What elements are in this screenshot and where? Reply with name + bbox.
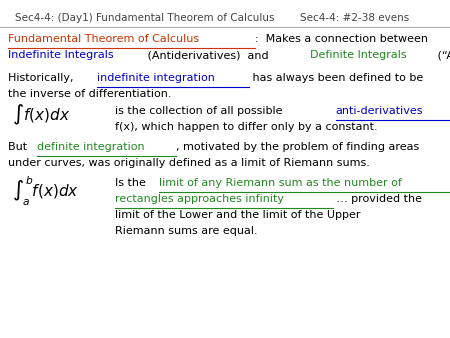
Text: is the collection of all possible: is the collection of all possible bbox=[115, 106, 286, 116]
Text: … provided the: … provided the bbox=[333, 194, 422, 204]
Text: :  Makes a connection between: : Makes a connection between bbox=[255, 34, 428, 44]
Text: But: But bbox=[8, 142, 31, 152]
Text: Is the: Is the bbox=[115, 178, 149, 188]
Text: anti-derivatives: anti-derivatives bbox=[336, 106, 423, 116]
Text: indefinite integration: indefinite integration bbox=[97, 73, 215, 83]
Text: of: of bbox=[449, 106, 450, 116]
Text: $\int_a^b f(x)dx$: $\int_a^b f(x)dx$ bbox=[12, 175, 79, 209]
Text: limit of any Riemann sum as the number of: limit of any Riemann sum as the number o… bbox=[159, 178, 402, 188]
Text: , motivated by the problem of finding areas: , motivated by the problem of finding ar… bbox=[176, 142, 419, 152]
Text: Fundamental Theorem of Calculus: Fundamental Theorem of Calculus bbox=[8, 34, 199, 44]
Text: Sec4-4: #2-38 evens: Sec4-4: #2-38 evens bbox=[300, 13, 409, 23]
Text: Definite Integrals: Definite Integrals bbox=[310, 50, 406, 60]
Text: (“Area”): (“Area”) bbox=[434, 50, 450, 60]
Text: under curves, was originally defined as a limit of Riemann sums.: under curves, was originally defined as … bbox=[8, 158, 370, 168]
Text: f(x), which happen to differ only by a constant.: f(x), which happen to differ only by a c… bbox=[115, 122, 378, 132]
Text: $\int f(x)dx$: $\int f(x)dx$ bbox=[12, 103, 70, 127]
Text: Sec4-4: (Day1) Fundamental Theorem of Calculus: Sec4-4: (Day1) Fundamental Theorem of Ca… bbox=[15, 13, 274, 23]
Text: has always been defined to be: has always been defined to be bbox=[249, 73, 423, 83]
Text: rectangles approaches infinity: rectangles approaches infinity bbox=[115, 194, 284, 204]
Text: the inverse of differentiation.: the inverse of differentiation. bbox=[8, 89, 171, 99]
Text: definite integration: definite integration bbox=[37, 142, 145, 152]
Text: Indefinite Integrals: Indefinite Integrals bbox=[8, 50, 113, 60]
Text: Historically,: Historically, bbox=[8, 73, 77, 83]
Text: Riemann sums are equal.: Riemann sums are equal. bbox=[115, 226, 257, 236]
Text: limit of the Lower and the limit of the Upper: limit of the Lower and the limit of the … bbox=[115, 210, 360, 220]
Text: (Antiderivatives)  and: (Antiderivatives) and bbox=[144, 50, 272, 60]
